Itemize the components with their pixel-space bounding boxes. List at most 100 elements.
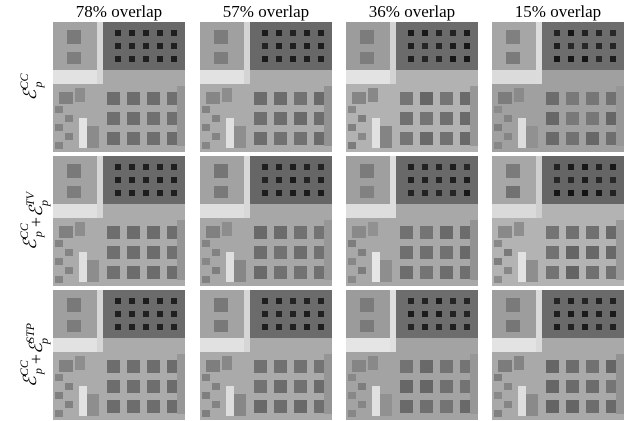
texture (504, 383, 512, 390)
dark-square (610, 298, 616, 304)
dark-square (568, 56, 574, 62)
square (400, 132, 413, 145)
square (586, 266, 599, 279)
dark-square (276, 43, 282, 49)
dark-square (464, 43, 470, 49)
dark-square (554, 324, 560, 330)
texture (214, 320, 228, 332)
dark-square (115, 56, 121, 62)
square (400, 266, 413, 279)
texture (372, 118, 380, 148)
light-strip (200, 204, 244, 218)
light-strip (536, 22, 542, 84)
square (440, 360, 453, 373)
square (107, 246, 120, 259)
square (440, 400, 453, 413)
texture (504, 267, 512, 274)
square (127, 360, 140, 373)
dark-square (318, 43, 324, 49)
square (566, 246, 579, 259)
square (586, 226, 599, 239)
texture (65, 267, 73, 274)
texture (518, 118, 526, 148)
texture (494, 142, 502, 149)
texture (470, 220, 478, 280)
subscript: p (31, 231, 45, 238)
subscript: p (31, 82, 45, 89)
texture (65, 249, 73, 256)
dark-square (115, 177, 121, 183)
texture (498, 360, 512, 372)
light-strip (390, 22, 396, 84)
dark-square (408, 43, 414, 49)
light-strip (390, 290, 396, 352)
dark-square (582, 164, 588, 170)
dark-square (262, 56, 268, 62)
dark-square (171, 43, 177, 49)
dark-square (276, 311, 282, 317)
texture (55, 142, 63, 149)
square (546, 226, 559, 239)
dark-square (568, 43, 574, 49)
square (566, 226, 579, 239)
texture (206, 92, 220, 104)
square (586, 400, 599, 413)
superscript: CC (17, 73, 31, 90)
texture (470, 86, 478, 146)
texture (79, 386, 87, 416)
square (107, 400, 120, 413)
square (400, 360, 413, 373)
dark-square (568, 324, 574, 330)
texture (324, 220, 332, 280)
texture (352, 92, 366, 104)
superscript: TV (23, 190, 37, 206)
square (546, 380, 559, 393)
texture (360, 164, 374, 178)
square (107, 380, 120, 393)
dark-square (568, 298, 574, 304)
light-strip (244, 156, 250, 218)
square (127, 380, 140, 393)
square (440, 92, 453, 105)
dark-square (610, 311, 616, 317)
square (254, 380, 267, 393)
square (294, 226, 307, 239)
square (147, 92, 160, 105)
texture (616, 220, 624, 280)
dark-square (318, 177, 324, 183)
square (274, 380, 287, 393)
dark-square (143, 177, 149, 183)
dark-square (318, 30, 324, 36)
texture (494, 240, 502, 247)
dark-square (596, 164, 602, 170)
texture (358, 115, 366, 122)
square (107, 360, 120, 373)
dark-square (143, 30, 149, 36)
square (294, 360, 307, 373)
operator: + (26, 217, 46, 227)
texture (87, 126, 99, 148)
texture (616, 354, 624, 414)
dark-square (450, 164, 456, 170)
texture (202, 142, 210, 149)
dark-square (171, 311, 177, 317)
dark-square (276, 190, 282, 196)
dark-square (115, 298, 121, 304)
square (440, 226, 453, 239)
square (546, 400, 559, 413)
dark-square (450, 177, 456, 183)
texture (358, 249, 366, 256)
dark-square (450, 311, 456, 317)
dark-square (610, 190, 616, 196)
dark-square (596, 324, 602, 330)
square (294, 400, 307, 413)
dark-square (157, 177, 163, 183)
texture (348, 392, 356, 399)
panel-image (53, 290, 185, 420)
dark-square (596, 311, 602, 317)
dark-square (554, 164, 560, 170)
texture (177, 86, 185, 146)
dark-square (290, 56, 296, 62)
light-strip (536, 156, 542, 218)
column-header: 36% overlap (369, 2, 455, 21)
